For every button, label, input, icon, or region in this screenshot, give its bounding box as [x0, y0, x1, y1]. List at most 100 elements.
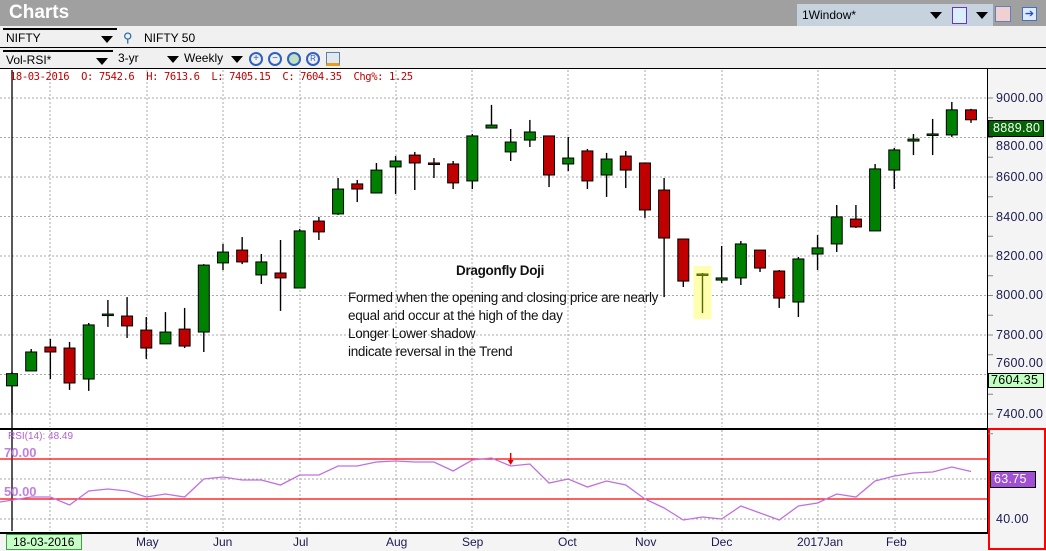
rsi-signal-arrowhead — [507, 460, 514, 465]
rsi-level-low-label: 50.00 — [4, 484, 37, 499]
rsi-pane[interactable] — [0, 428, 988, 533]
candle-down — [754, 249, 767, 269]
maximize-icon[interactable] — [995, 6, 1011, 22]
candle-up — [255, 261, 268, 276]
symbol-toolbar: NIFTY ⚲ NIFTY 50 — [0, 27, 1046, 48]
candle-down — [274, 272, 287, 279]
rsi-current-badge: 63.75 — [990, 471, 1036, 488]
last-price-badge: 8889.80 — [988, 120, 1044, 137]
window-layout-dropdown[interactable]: 1Window* — [797, 4, 993, 26]
candle-up — [869, 168, 882, 232]
candle-up — [25, 351, 38, 372]
exit-arrow-icon[interactable]: ➔ — [1022, 7, 1037, 21]
annotation-line: equal and occur at the high of the day — [348, 308, 563, 323]
template-value: Vol-RSI* — [6, 53, 52, 67]
annotation-line: Formed when the opening and closing pric… — [348, 290, 659, 305]
chevron-down-icon[interactable] — [976, 12, 988, 19]
candle-up — [6, 373, 18, 387]
interval-dropdown[interactable]: Weekly — [181, 50, 245, 68]
time-tick-label: Aug — [386, 535, 408, 549]
chart-settings-icon[interactable] — [326, 52, 340, 66]
candle-up — [466, 135, 479, 182]
candle-down — [63, 347, 76, 384]
info-low: L: 7405.15 — [211, 71, 271, 83]
time-tick-label: Feb — [886, 535, 907, 549]
info-date: 18-03-2016 — [10, 71, 70, 83]
period-dropdown[interactable]: 3-yr — [115, 50, 179, 68]
price-tick-label: 7400.00 — [996, 407, 1044, 421]
time-axis[interactable] — [0, 532, 988, 551]
rsi-axis[interactable] — [988, 428, 1046, 550]
candle-up — [945, 109, 958, 136]
template-dropdown[interactable]: Vol-RSI* — [3, 50, 113, 68]
time-tick-label: May — [136, 535, 159, 549]
candle-up — [332, 188, 345, 215]
symbol-dropdown[interactable]: NIFTY — [3, 28, 117, 46]
candle-up — [197, 264, 210, 333]
rsi-level-high-label: 70.00 — [4, 445, 37, 460]
candle-down — [236, 249, 249, 263]
chevron-down-icon — [96, 58, 108, 65]
price-tick-label: 9000.00 — [996, 91, 1044, 105]
candle-down — [581, 150, 594, 182]
candle-down — [638, 162, 651, 211]
symbol-value: NIFTY — [6, 31, 41, 45]
rsi-tick-label: 40.00 — [996, 512, 1029, 526]
rsi-line — [0, 457, 972, 521]
time-tick-label: Jul — [293, 535, 309, 549]
candle-down — [408, 154, 421, 164]
candle-down — [427, 162, 440, 165]
price-tick-label: 7600.00 — [996, 356, 1044, 370]
candle-down — [44, 346, 57, 353]
cursor-price-badge: 7604.35 — [988, 373, 1044, 388]
zoom-out-icon[interactable]: − — [268, 52, 282, 66]
time-tick-label: Sep — [462, 535, 484, 549]
candle-down — [543, 135, 556, 176]
candle-up — [504, 141, 517, 153]
price-tick-label: 8600.00 — [996, 170, 1044, 184]
candle-up — [293, 230, 306, 289]
chevron-down-icon — [231, 56, 243, 63]
app-title: Charts — [9, 2, 70, 23]
candle-up — [715, 277, 728, 281]
info-open: O: 7542.6 — [81, 71, 135, 83]
candle-up — [370, 169, 383, 194]
candle-down — [677, 238, 690, 282]
candle-down — [447, 163, 460, 184]
period-value: 3-yr — [118, 51, 139, 65]
candle-up — [389, 160, 402, 168]
search-icon[interactable]: ⚲ — [123, 30, 133, 45]
candle-up — [101, 313, 114, 317]
chevron-down-icon — [101, 36, 113, 43]
window-layout-value: 1Window* — [802, 8, 857, 22]
candle-up — [485, 124, 498, 129]
ohlc-info: 18-03-2016 O: 7542.6 H: 7613.6 L: 7405.1… — [10, 71, 413, 83]
candle-up — [792, 258, 805, 303]
color-swatch-icon[interactable] — [952, 7, 967, 24]
chart-toolbar: Vol-RSI* 3-yr Weekly + − R — [0, 49, 1046, 69]
chevron-down-icon[interactable] — [930, 12, 942, 19]
candle-up — [734, 243, 747, 279]
candle-up — [82, 324, 95, 380]
annotation-line: Longer Lower shadow — [348, 326, 476, 341]
zoom-fit-icon[interactable] — [287, 52, 301, 66]
annotation-line: indicate reversal in the Trend — [348, 344, 513, 359]
candle-up — [830, 216, 843, 245]
zoom-reset-icon[interactable]: R — [306, 52, 320, 66]
symbol-name: NIFTY 50 — [144, 31, 196, 45]
rsi-label: RSI(14): 48.49 — [8, 431, 74, 442]
price-tick-label: 8200.00 — [996, 249, 1044, 263]
candle-up — [562, 157, 575, 165]
candle-up — [216, 251, 229, 264]
info-close: C: 7604.35 — [282, 71, 342, 83]
candle-down — [312, 220, 325, 233]
zoom-in-icon[interactable]: + — [249, 52, 263, 66]
candle-down — [773, 270, 786, 299]
candle-up — [523, 131, 536, 141]
candle-up — [907, 138, 920, 142]
time-tick-label: 2017Jan — [797, 535, 844, 549]
price-tick-label: 8400.00 — [996, 210, 1044, 224]
annotation-title: Dragonfly Doji — [456, 263, 545, 278]
candle-up — [696, 273, 709, 276]
candle-up — [600, 158, 613, 176]
